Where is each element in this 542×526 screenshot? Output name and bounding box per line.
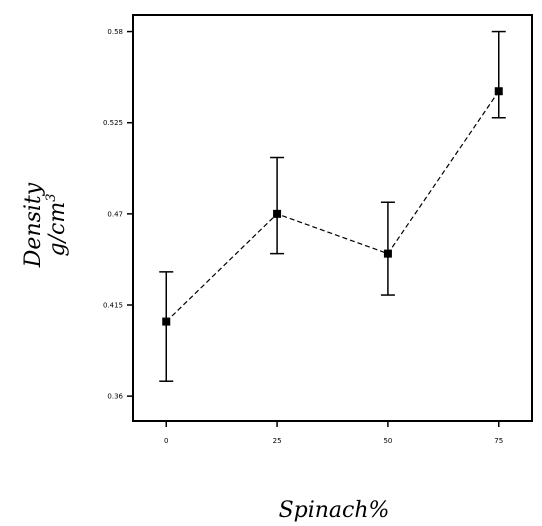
y-axis-title-line1: Density [21, 182, 46, 268]
y-tick-label: 0.525 [103, 119, 123, 127]
y-axis-unit-base: g/cm [45, 202, 70, 257]
y-tick-label: 0.36 [107, 393, 123, 401]
y-tick-label: 0.58 [107, 28, 123, 36]
data-point [383, 249, 392, 258]
x-axis-ticks: 0 25 50 75 [164, 421, 503, 445]
y-axis-unit-exponent: 3 [44, 194, 59, 202]
x-tick-label: 0 [164, 437, 168, 445]
plot-marks [159, 30, 506, 382]
data-point [494, 87, 503, 96]
series-line [165, 90, 500, 323]
data-point [273, 209, 282, 218]
y-tick-label: 0.47 [107, 210, 123, 218]
x-tick-label: 25 [273, 437, 282, 445]
y-axis-title: Density g/cm3 [21, 182, 70, 268]
y-axis-ticks: 0.36 0.415 0.47 0.525 0.58 [103, 28, 133, 401]
data-point [162, 317, 171, 326]
x-tick-label: 75 [494, 437, 503, 445]
y-tick-label: 0.415 [103, 302, 123, 310]
x-tick-label: 50 [383, 437, 392, 445]
x-axis-title: Spinach% [279, 498, 390, 523]
y-axis-title-line2: g/cm3 [44, 194, 70, 257]
plot-frame [132, 14, 533, 422]
